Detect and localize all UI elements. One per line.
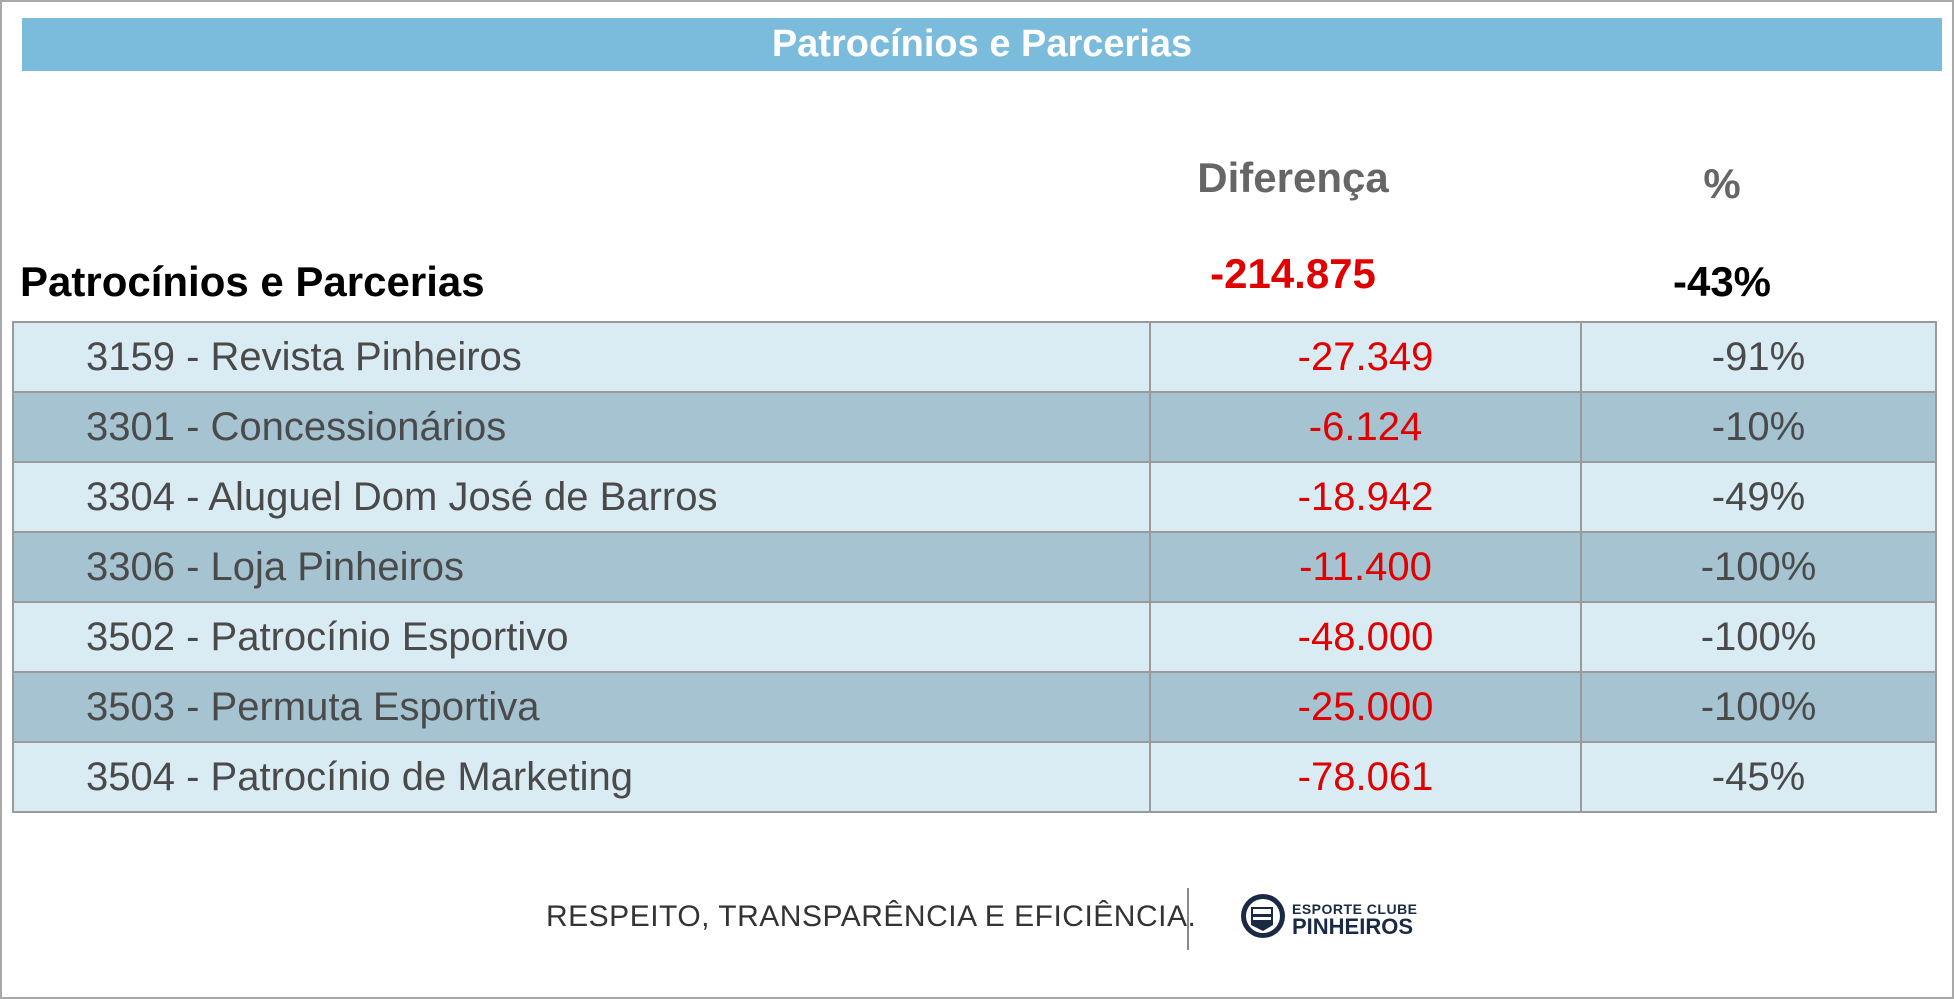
row-diff: -27.349 (1149, 321, 1582, 393)
column-header-diferenca: Diferença (1197, 154, 1389, 201)
row-percent: -10% (1580, 391, 1937, 463)
table-row: 3502 - Patrocínio Esportivo -48.000 -100… (12, 601, 1937, 673)
row-name: 3304 - Aluguel Dom José de Barros (12, 461, 1151, 533)
row-percent: -91% (1580, 321, 1937, 393)
row-name: 3503 - Permuta Esportiva (12, 671, 1151, 743)
table-row: 3304 - Aluguel Dom José de Barros -18.94… (12, 461, 1937, 533)
logo-line-1: ESPORTE CLUBE (1292, 901, 1418, 917)
club-crest-icon (1241, 894, 1285, 938)
row-diff: -25.000 (1149, 671, 1582, 743)
row-percent: -100% (1580, 601, 1937, 673)
row-name: 3159 - Revista Pinheiros (12, 321, 1151, 393)
row-name: 3504 - Patrocínio de Marketing (12, 741, 1151, 813)
table-row: 3306 - Loja Pinheiros -11.400 -100% (12, 531, 1937, 603)
total-diff: -214.875 (1210, 250, 1376, 297)
row-percent: -100% (1580, 531, 1937, 603)
table-row: 3504 - Patrocínio de Marketing -78.061 -… (12, 741, 1937, 813)
club-logo: ESPORTE CLUBE PINHEIROS (1292, 902, 1418, 938)
page-title: Patrocínios e Parcerias (22, 18, 1942, 71)
row-diff: -48.000 (1149, 601, 1582, 673)
row-name: 3306 - Loja Pinheiros (12, 531, 1151, 603)
total-label: Patrocínios e Parcerias (20, 258, 485, 305)
table-row: 3301 - Concessionários -6.124 -10% (12, 391, 1937, 463)
row-name: 3301 - Concessionários (12, 391, 1151, 463)
column-header-percent: % (1703, 160, 1741, 207)
row-diff: -11.400 (1149, 531, 1582, 603)
table-row: 3503 - Permuta Esportiva -25.000 -100% (12, 671, 1937, 743)
row-name: 3502 - Patrocínio Esportivo (12, 601, 1151, 673)
row-percent: -49% (1580, 461, 1937, 533)
footer-slogan: RESPEITO, TRANSPARÊNCIA E EFICIÊNCIA. (546, 900, 1197, 933)
row-diff: -18.942 (1149, 461, 1582, 533)
total-percent: -43% (1672, 258, 1772, 305)
row-percent: -45% (1580, 741, 1937, 813)
sponsorship-table: 3159 - Revista Pinheiros -27.349 -91% 33… (12, 321, 1937, 813)
footer-divider (1187, 888, 1189, 950)
row-percent: -100% (1580, 671, 1937, 743)
table-row: 3159 - Revista Pinheiros -27.349 -91% (12, 321, 1937, 393)
logo-line-2: PINHEIROS (1292, 914, 1414, 939)
row-diff: -78.061 (1149, 741, 1582, 813)
row-diff: -6.124 (1149, 391, 1582, 463)
